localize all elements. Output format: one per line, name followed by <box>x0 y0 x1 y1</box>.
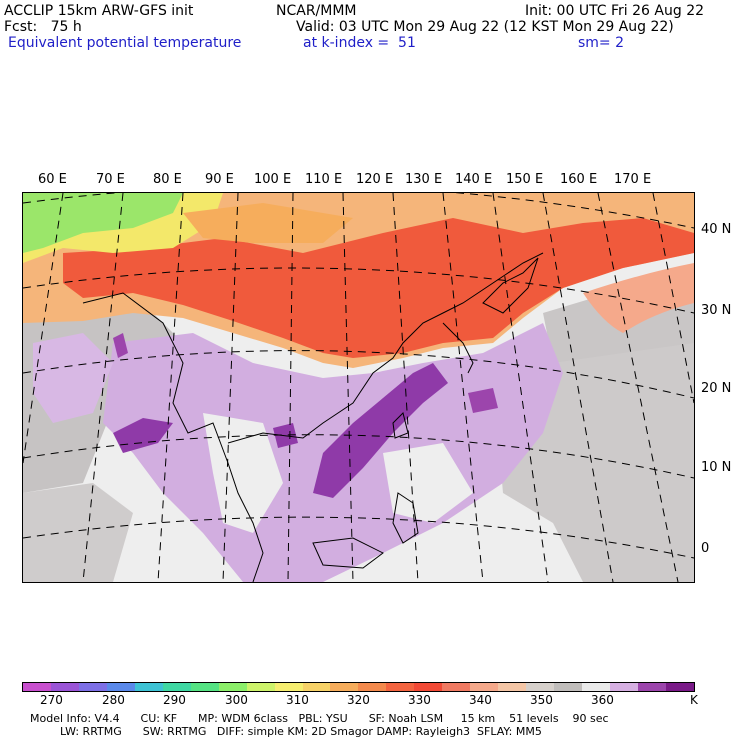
colorbar-segment <box>23 683 51 691</box>
smoothing-label: sm= 2 <box>578 35 625 51</box>
purple-max <box>113 333 128 358</box>
purple-max <box>468 388 498 413</box>
k-index-label: at k-index = 51 <box>303 35 416 51</box>
lon-label: 90 E <box>205 172 234 187</box>
lon-label: 130 E <box>405 172 443 187</box>
coastline <box>442 322 474 374</box>
colorbar-unit: K <box>690 693 698 707</box>
colorbar-tick: 280 <box>102 693 125 707</box>
longitude-line <box>82 193 124 582</box>
lon-label: 160 E <box>560 172 598 187</box>
colorbar-segment <box>106 683 135 691</box>
longitude-line <box>23 193 64 464</box>
init-time: Init: 00 UTC Fri 26 Aug 22 <box>525 3 705 19</box>
lat-label: 30 N <box>701 303 732 318</box>
coastline <box>482 257 539 314</box>
lavender-region <box>33 333 113 423</box>
north-band-inner <box>63 218 694 358</box>
valid-time: Valid: 03 UTC Mon 29 Aug 22 (12 KST Mon … <box>296 19 674 35</box>
theta-e-map <box>22 192 695 583</box>
latitude-line <box>23 434 694 479</box>
lat-label: 10 N <box>701 460 732 475</box>
colorbar-segment <box>637 683 666 691</box>
colorbar-segment <box>414 683 443 691</box>
longitude-line <box>597 193 679 582</box>
latitude-line <box>23 516 694 559</box>
colorbar-segment <box>386 683 415 691</box>
colorbar-segment <box>665 683 694 691</box>
colorbar-segment <box>554 683 583 691</box>
lat-label: 0 <box>701 541 710 556</box>
colorbar-tick: 320 <box>347 693 370 707</box>
lon-label: 100 E <box>254 172 292 187</box>
latitude-line <box>23 267 694 314</box>
model-info-line1: Model Info: V4.4 CU: KF MP: WDM 6class P… <box>30 712 609 725</box>
institution-label: NCAR/MMM <box>276 3 357 19</box>
colorbar-segment <box>610 683 638 691</box>
colorbar-segment <box>162 683 191 691</box>
coastline <box>392 492 419 544</box>
model-title: ACCLIP 15km ARW-GFS init <box>4 3 194 19</box>
colorbar-tick: 330 <box>408 693 431 707</box>
colorbar-tick: 290 <box>163 693 186 707</box>
model-info-line2: LW: RRTMG SW: RRTMG DIFF: simple KM: 2D … <box>60 725 542 738</box>
light-region <box>383 443 473 523</box>
lon-label: 70 E <box>96 172 125 187</box>
colorbar-tick: 310 <box>286 693 309 707</box>
lon-label: 120 E <box>356 172 394 187</box>
colorbar-segment <box>218 683 247 691</box>
colorbar-tick: 360 <box>591 693 614 707</box>
colorbar-tick: 350 <box>530 693 553 707</box>
colorbar-tick: 300 <box>225 693 248 707</box>
lon-label: 140 E <box>455 172 493 187</box>
lon-label: 170 E <box>614 172 652 187</box>
ne-swirl <box>583 263 694 333</box>
orange-patch <box>183 203 353 243</box>
coastline <box>312 537 384 569</box>
colorbar-segment <box>526 683 555 691</box>
colorbar-tick: 270 <box>40 693 63 707</box>
colorbar-segment <box>498 683 527 691</box>
longitude-line <box>287 193 294 582</box>
forecast-hour: Fcst: 75 h <box>4 19 82 35</box>
colorbar <box>22 682 695 692</box>
lon-label: 80 E <box>153 172 182 187</box>
colorbar-tick: 340 <box>469 693 492 707</box>
lat-label: 40 N <box>701 222 732 237</box>
longitude-line <box>392 193 419 582</box>
longitude-line <box>652 193 694 404</box>
colorbar-segment <box>302 683 331 691</box>
colorbar-segment <box>78 683 107 691</box>
field-name: Equivalent potential temperature <box>8 35 242 51</box>
colorbar-segment <box>50 683 79 691</box>
longitude-line <box>222 193 239 582</box>
colorbar-segment <box>190 683 219 691</box>
longitude-line <box>157 193 184 582</box>
lon-label: 150 E <box>506 172 544 187</box>
coastline <box>227 252 544 444</box>
colorbar-segment <box>442 683 471 691</box>
colorbar-segment <box>134 683 163 691</box>
colorbar-segment <box>330 683 359 691</box>
lon-label: 60 E <box>38 172 67 187</box>
purple-max <box>313 363 448 498</box>
colorbar-segment <box>246 683 275 691</box>
colorbar-segment <box>470 683 499 691</box>
coastline <box>82 292 264 582</box>
lon-label: 110 E <box>305 172 343 187</box>
longitude-line <box>442 193 484 582</box>
colorbar-segment <box>582 683 611 691</box>
latitude-line <box>23 350 694 399</box>
colorbar-segment <box>358 683 387 691</box>
light-region <box>203 413 283 533</box>
grey-region <box>23 483 133 582</box>
latitude-line <box>23 193 694 229</box>
colorbar-segment <box>274 683 303 691</box>
longitude-line <box>342 193 354 582</box>
longitude-line <box>542 193 614 582</box>
longitude-line <box>492 193 549 582</box>
lat-label: 20 N <box>701 381 732 396</box>
green-patch <box>23 193 183 253</box>
